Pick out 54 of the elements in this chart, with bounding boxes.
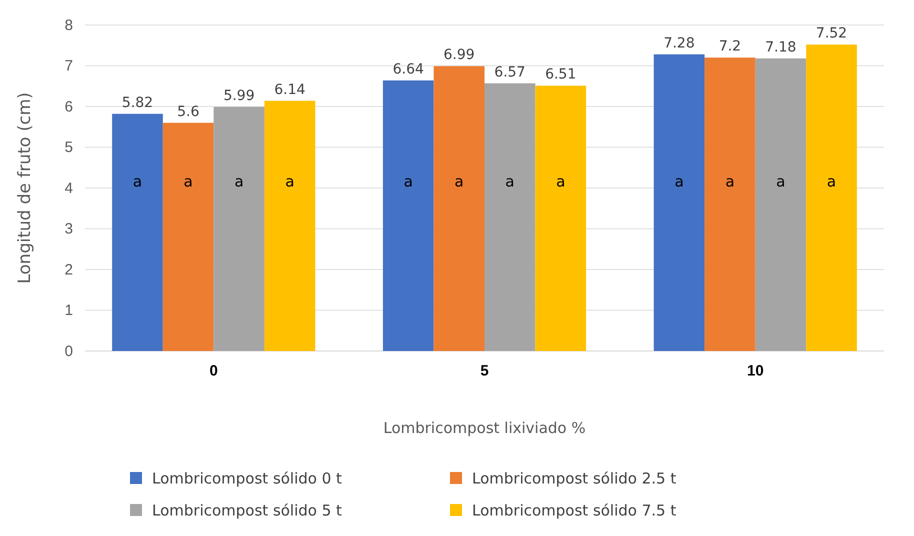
y-tick-label: 6: [64, 98, 73, 116]
annotation: a: [556, 172, 566, 191]
legend-label: Lombricompost sólido 5 t: [152, 501, 342, 520]
x-tick-label: 5: [480, 362, 489, 380]
legend-label: Lombricompost sólido 2.5 t: [472, 469, 676, 488]
y-tick-label: 5: [64, 139, 73, 156]
bar: [434, 66, 484, 351]
annotation: a: [454, 172, 464, 191]
bar: [535, 86, 586, 351]
data-label: 7.28: [664, 35, 695, 52]
bar: [755, 58, 806, 351]
data-label: 5.99: [223, 88, 255, 104]
annotation: a: [285, 172, 294, 191]
data-label: 6.51: [545, 66, 576, 83]
annotation: a: [234, 172, 244, 191]
y-tick-label: 3: [64, 220, 73, 238]
data-label: 6.57: [494, 64, 526, 80]
bar: [214, 106, 264, 351]
data-label: 5.82: [122, 94, 154, 111]
data-label: 6.14: [274, 82, 306, 98]
x-axis-title: Lombricompost lixiviado %: [383, 419, 586, 437]
bar: [484, 83, 536, 351]
y-tick-label: 7: [64, 58, 73, 75]
data-label: 5.6: [177, 104, 200, 120]
annotation: a: [674, 172, 684, 191]
y-tick-label: 2: [64, 261, 73, 278]
bar: [382, 80, 434, 351]
annotation: a: [826, 172, 836, 191]
data-label: 7.18: [765, 39, 796, 56]
data-label: 6.64: [392, 61, 424, 78]
annotation: a: [776, 172, 786, 191]
bar: [162, 122, 214, 351]
legend-label: Lombricompost sólido 0 t: [152, 469, 342, 488]
y-axis-title: Longitud de fruto (cm): [15, 92, 35, 284]
annotation: a: [725, 172, 735, 191]
bar: [654, 54, 705, 351]
y-tick-label: 1: [64, 302, 73, 320]
y-tick-label: 8: [64, 16, 73, 34]
annotation: a: [404, 172, 413, 191]
bar: [704, 58, 756, 351]
bar: [806, 44, 857, 351]
annotation: a: [132, 172, 142, 191]
data-label: 6.99: [444, 47, 475, 64]
data-label: 7.2: [718, 38, 742, 55]
y-tick-label: 4: [64, 180, 73, 197]
data-label: 7.52: [816, 26, 848, 42]
y-tick-label: 0: [64, 342, 73, 360]
legend-label: Lombricompost sólido 7.5 t: [472, 501, 676, 520]
x-tick-label: 0: [209, 362, 218, 380]
bar: [264, 100, 316, 351]
annotation: a: [184, 172, 193, 191]
annotation: a: [505, 172, 514, 191]
bar: [112, 114, 163, 351]
x-tick-label: 10: [747, 362, 764, 380]
